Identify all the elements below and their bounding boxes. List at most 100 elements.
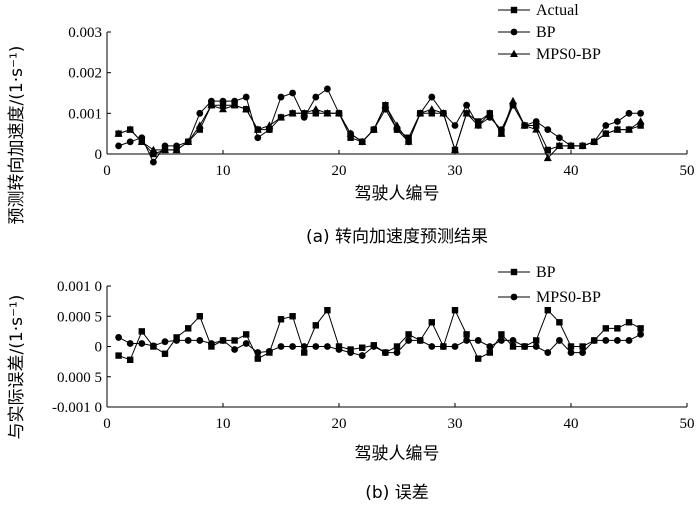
chart-a-series	[114, 85, 645, 166]
point-mps0-bp	[312, 343, 320, 350]
point-mps0-bp	[521, 343, 528, 350]
chart-b: 0 10 20 30 40 50 0.001 0 0.000 5 0 0.000 5 -0.001…	[7, 264, 695, 503]
point-mps0-bp	[485, 109, 494, 117]
y-tick-label: 0.001	[68, 106, 102, 122]
point-bp	[312, 93, 320, 101]
point-mps0-bp	[578, 141, 587, 149]
legend-marker-bp	[510, 268, 518, 276]
point-mps0-bp	[543, 153, 552, 162]
y-tick-label: 0	[95, 147, 103, 163]
x-tick-label: 30	[448, 163, 463, 179]
point-mps0-bp	[567, 349, 575, 356]
point-mps0-bp	[335, 346, 343, 353]
point-actual	[637, 122, 644, 129]
point-mps0-bp	[381, 101, 390, 109]
point-mps0-bp	[161, 338, 169, 346]
point-bp	[243, 331, 250, 338]
legend-marker-mps0-bp	[510, 49, 518, 57]
series-line-bp	[118, 308, 641, 361]
point-bp	[532, 118, 540, 125]
chart-b-x-ticks: 0 10 20 30 40 50	[103, 403, 695, 432]
point-bp	[544, 307, 551, 314]
y-tick-label: 0.002	[68, 66, 102, 82]
point-mps0-bp	[311, 105, 320, 113]
point-bp	[127, 356, 134, 364]
point-mps0-bp	[404, 137, 413, 145]
y-tick-label: 0.000 5	[57, 309, 102, 325]
point-mps0-bp	[254, 349, 262, 356]
point-mps0-bp	[242, 105, 251, 113]
point-mps0-bp	[614, 337, 621, 344]
point-mps0-bp	[590, 337, 598, 344]
point-mps0-bp	[289, 343, 296, 350]
point-bp	[625, 319, 633, 326]
y-tick-label: 0	[95, 340, 103, 356]
point-bp	[219, 97, 227, 105]
point-mps0-bp	[138, 340, 146, 347]
point-bp	[359, 344, 366, 351]
point-mps0-bp	[532, 343, 540, 350]
point-mps0-bp	[208, 340, 215, 347]
point-mps0-bp	[451, 343, 459, 350]
point-bp	[126, 138, 134, 146]
point-bp	[277, 316, 285, 323]
point-bp	[231, 337, 238, 344]
point-bp	[254, 355, 261, 362]
point-mps0-bp	[184, 337, 192, 344]
point-bp	[289, 313, 296, 320]
point-bp	[451, 307, 459, 314]
point-bp	[312, 322, 319, 329]
point-mps0-bp	[498, 337, 505, 344]
chart-b-caption: (b) 误差	[365, 483, 428, 503]
point-mps0-bp	[556, 337, 563, 344]
chart-b-y-ticks: 0.001 0 0.000 5 0 0.000 5 -0.001 0	[52, 279, 111, 416]
chart-a-x-label: 驾驶人编号	[355, 184, 440, 204]
point-mps0-bp	[219, 337, 227, 344]
point-bp	[533, 337, 540, 344]
point-actual	[312, 110, 319, 117]
point-mps0-bp	[277, 343, 285, 350]
point-mps0-bp	[613, 125, 622, 133]
point-bp	[486, 349, 493, 356]
point-mps0-bp	[219, 105, 227, 113]
chart-b-legend: BP MPS0-BP	[498, 264, 601, 306]
point-bp	[463, 101, 470, 109]
point-bp	[637, 109, 644, 117]
point-mps0-bp	[161, 145, 169, 153]
y-tick-label: 0.003	[68, 25, 102, 41]
point-mps0-bp	[427, 105, 436, 113]
point-mps0-bp	[637, 331, 644, 338]
legend-label-mps0-bp: MPS0-BP	[536, 289, 601, 306]
chart-b-series	[115, 307, 644, 364]
legend-marker-bp	[510, 28, 518, 36]
point-bp	[138, 328, 145, 335]
point-mps0-bp	[137, 137, 146, 145]
y-tick-label: 0.001 0	[57, 279, 102, 295]
x-tick-label: 30	[448, 416, 463, 432]
point-bp	[115, 142, 122, 150]
point-mps0-bp	[149, 145, 158, 153]
legend-label-mps0-bp: MPS0-BP	[536, 46, 601, 63]
point-mps0-bp	[265, 121, 274, 129]
point-mps0-bp	[126, 125, 135, 133]
point-mps0-bp	[335, 109, 343, 117]
point-bp	[556, 134, 563, 142]
point-mps0-bp	[474, 121, 483, 129]
point-mps0-bp	[636, 117, 645, 125]
point-mps0-bp	[184, 137, 193, 145]
point-bp	[637, 325, 644, 332]
point-bp	[393, 343, 401, 350]
series-line-bp	[118, 88, 641, 164]
point-bp	[161, 350, 169, 357]
point-mps0-bp	[590, 137, 599, 145]
x-tick-label: 50	[680, 163, 695, 179]
point-actual	[428, 110, 435, 117]
point-bp	[324, 85, 331, 93]
point-mps0-bp	[114, 129, 123, 137]
point-bp	[405, 331, 412, 338]
point-mps0-bp	[358, 137, 367, 145]
point-mps0-bp	[416, 109, 425, 117]
x-tick-label: 10	[216, 163, 231, 179]
point-bp	[602, 325, 609, 332]
